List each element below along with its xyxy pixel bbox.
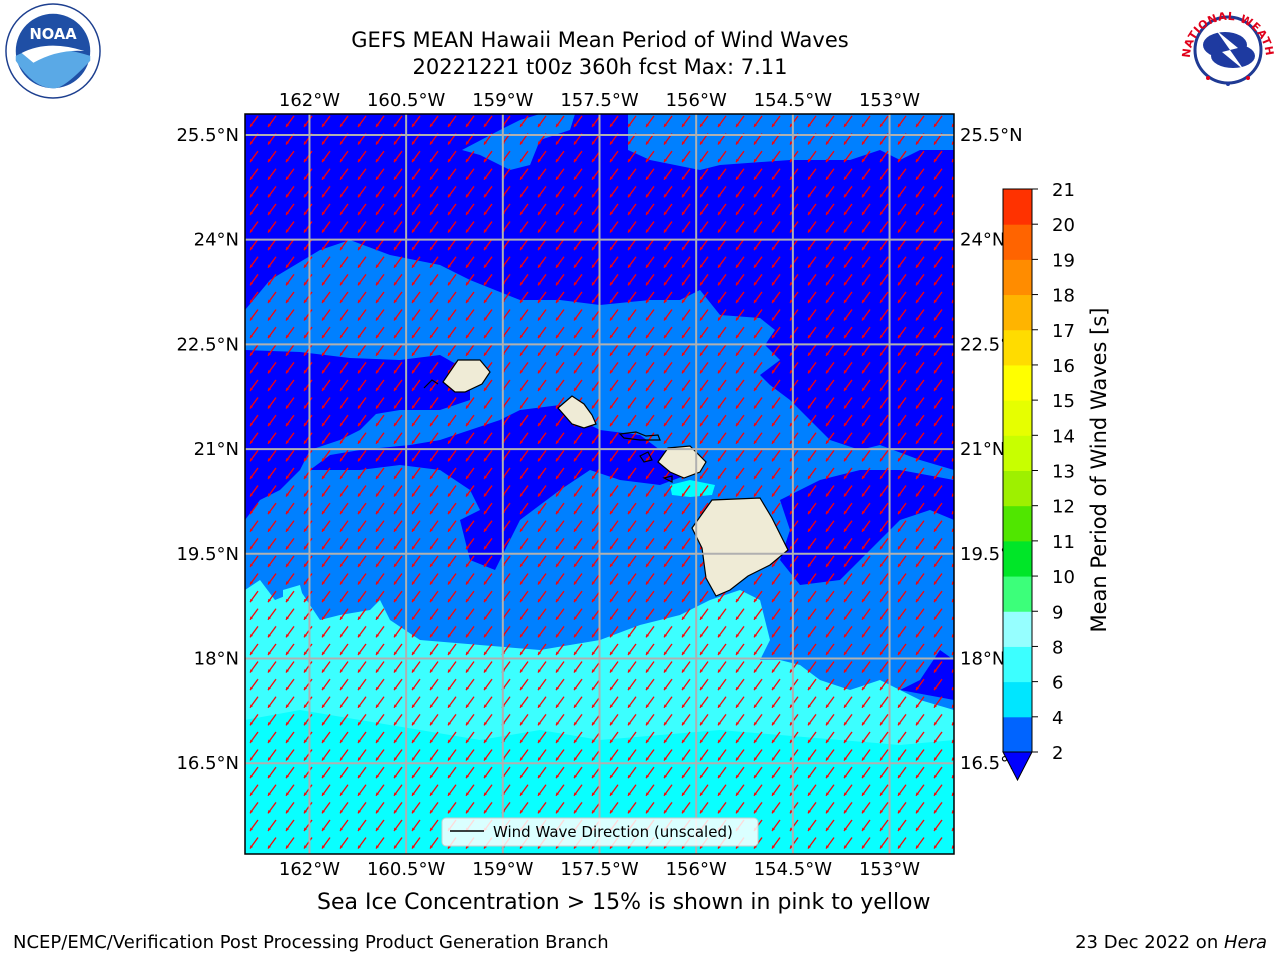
colorbar-tick-label: 11 [1052,532,1075,553]
nws-logo: NATIONAL WEATHER SERVICE [1178,0,1276,98]
colorbar-swatch [1003,294,1032,331]
colorbar-tick-label: 15 [1052,391,1075,412]
colorbar-swatch [1003,716,1032,753]
lon-tick-label-top: 159°W [472,90,533,111]
lon-tick-label-bottom: 157.5°W [560,859,639,880]
colorbar-tick-label: 21 [1052,180,1075,201]
footer-date-text: 23 Dec 2022 on [1075,932,1224,953]
lon-tick-label-top: 153°W [859,90,920,111]
colorbar-tick-label: 18 [1052,286,1075,307]
lat-tick-label-left: 19.5°N [176,544,239,565]
colorbar-tick-label: 8 [1052,637,1063,658]
colorbar: 2 4 6 8 9 10 11 12 13 14 15 16 17 18 19 20 21 [1002,180,1075,782]
colorbar-tick-label: 10 [1052,567,1075,588]
legend-label: Wind Wave Direction (unscaled) [493,823,733,841]
lon-tick-label-bottom: 153°W [859,859,920,880]
colorbar-tick-label: 19 [1052,250,1075,271]
lon-tick-label-top: 157.5°W [560,90,639,111]
footer-machine: Hera [1223,932,1267,953]
colorbar-tick-label: 6 [1052,673,1063,694]
island-hawaii [691,497,789,597]
colorbar-swatch [1003,400,1032,436]
noaa-logo-text: NOAA [29,26,77,43]
colorbar-swatch [1003,540,1032,577]
colorbar-swatch [1003,505,1032,542]
colorbar-swatch [1003,646,1032,683]
sea-ice-note: Sea Ice Concentration > 15% is shown in … [317,890,931,915]
graticule [245,114,954,854]
colorbar-swatch [1003,259,1032,296]
colorbar-tick-label: 4 [1052,708,1063,729]
island-niihau [423,379,439,389]
colorbar-swatch [1003,329,1032,366]
lat-tick-label-right: 25.5°N [960,125,1023,146]
colorbar-label: Mean Period of Wind Waves [s] [1087,308,1111,633]
lat-tick-label-left: 18°N [194,649,239,670]
legend: Wind Wave Direction (unscaled) [441,817,759,847]
island-lanai [639,451,653,463]
island-oahu [557,395,597,429]
colorbar-tick-label: 16 [1052,356,1075,377]
colorbar-tick-label: 20 [1052,215,1075,236]
lon-tick-label-bottom: 160.5°W [367,859,446,880]
lon-tick-label-top: 162°W [279,90,340,111]
colorbar-tick-label: 13 [1052,462,1075,483]
noaa-logo: NOAA [5,3,101,99]
colorbar-tick-label: 17 [1052,321,1075,342]
island-molokai [618,431,661,441]
lon-tick-label-bottom: 154.5°W [754,859,833,880]
colorbar-tick-label: 12 [1052,497,1075,518]
lat-tick-label-left: 24°N [194,230,239,251]
colorbar-swatch [1003,611,1032,647]
island-kauai [442,359,491,393]
lat-tick-label-left: 22.5°N [176,334,239,355]
lon-tick-label-top: 154.5°W [754,90,833,111]
lon-tick-label-bottom: 162°W [279,859,340,880]
colorbar-swatch [1003,435,1032,471]
colorbar-swatch [1003,189,1032,225]
lat-tick-label-left: 21°N [194,439,239,460]
colorbar-swatch [1003,681,1032,718]
island-kahoolawe [662,475,673,483]
colorbar-tick-label: 9 [1052,602,1063,623]
axis-tick-labels: 162°W 162°W 160.5°W 160.5°W 159°W 159°W 157.5°… [176,90,1022,880]
map-title: GEFS MEAN Hawaii Mean Period of Wind Wav… [351,28,849,52]
map-subtitle: 20221221 t00z 360h fcst Max: 7.11 [412,55,788,79]
colorbar-tick-label: 14 [1052,426,1075,447]
colorbar-tick-label: 2 [1052,743,1063,764]
lon-tick-label-top: 160.5°W [367,90,446,111]
lat-tick-label-right: 24°N [960,230,1005,251]
lat-tick-label-left: 25.5°N [176,125,239,146]
lon-tick-label-bottom: 159°W [472,859,533,880]
colorbar-swatch [1003,576,1032,612]
plot-frame [244,113,955,855]
lon-tick-label-bottom: 156°W [666,859,727,880]
hawaiian-islands [423,359,789,597]
colorbar-swatch [1003,224,1032,260]
lat-tick-label-right: 21°N [960,439,1005,460]
colorbar-swatch [1003,364,1032,401]
footer-date: 23 Dec 2022 on Hera [1075,932,1267,953]
lat-tick-label-right: 18°N [960,649,1005,670]
colorbar-swatch [1003,470,1032,507]
lon-tick-label-top: 156°W [666,90,727,111]
island-maui [657,445,707,479]
footer-credit: NCEP/EMC/Verification Post Processing Pr… [13,932,609,953]
lat-tick-label-left: 16.5°N [176,753,239,774]
